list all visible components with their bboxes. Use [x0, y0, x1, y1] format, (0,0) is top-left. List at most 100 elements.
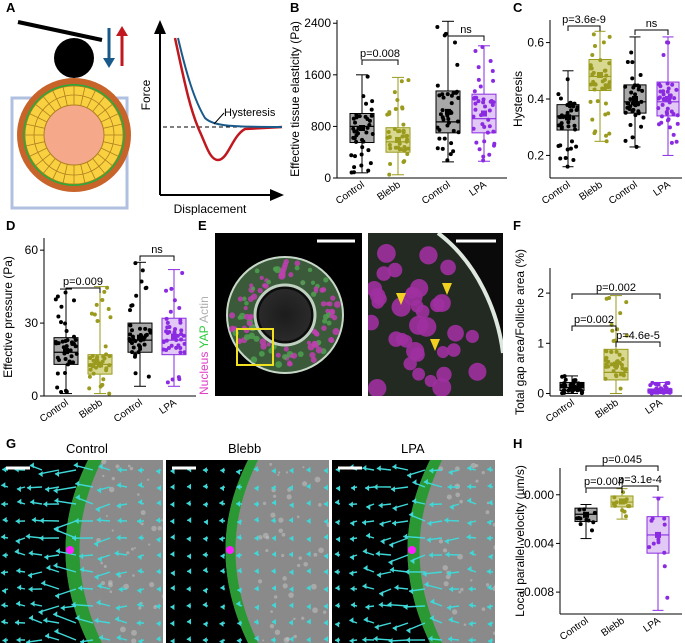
significance-label: p=0.009	[63, 276, 103, 288]
x-tick-label: Control	[334, 179, 367, 207]
data-point	[180, 271, 185, 276]
data-point	[619, 362, 624, 367]
data-point	[177, 377, 182, 382]
data-point	[488, 99, 493, 104]
data-point	[670, 82, 675, 87]
data-point	[571, 102, 576, 107]
data-point	[571, 116, 576, 121]
x-tick-label: Control	[112, 397, 145, 425]
data-point	[492, 141, 497, 146]
box-control	[53, 288, 79, 395]
data-point	[634, 144, 639, 149]
data-point	[396, 129, 401, 134]
data-point	[87, 386, 92, 391]
data-point	[623, 84, 628, 89]
data-point	[370, 131, 375, 136]
y-tick-label: -0.004	[520, 536, 554, 550]
data-point	[386, 129, 391, 134]
data-point	[574, 108, 579, 113]
panel-g-title-blebb: Blebb	[228, 441, 262, 456]
data-point	[613, 503, 618, 508]
data-point	[661, 89, 666, 94]
data-point	[440, 108, 445, 113]
data-point	[669, 140, 674, 145]
data-point	[137, 326, 142, 331]
data-point	[630, 101, 635, 106]
data-point	[665, 89, 670, 94]
data-point	[647, 389, 652, 394]
data-point	[360, 137, 365, 142]
data-point	[477, 147, 482, 152]
data-point	[104, 366, 109, 371]
data-point	[560, 374, 565, 379]
panel-e-overview-image	[215, 233, 362, 396]
data-point	[603, 101, 608, 106]
data-point	[631, 107, 636, 112]
data-point	[143, 286, 148, 291]
data-point	[577, 515, 582, 520]
data-point	[580, 390, 585, 395]
data-point	[130, 350, 135, 355]
data-point	[571, 158, 576, 163]
data-point	[440, 146, 445, 151]
data-point	[588, 99, 593, 104]
data-point	[365, 117, 370, 122]
data-point	[94, 302, 99, 307]
data-point	[487, 124, 492, 129]
data-point	[603, 83, 608, 88]
data-point	[566, 120, 571, 125]
data-point	[629, 50, 634, 55]
data-point	[659, 114, 664, 119]
data-point	[614, 374, 619, 379]
data-point	[625, 59, 630, 64]
significance-label: p=0.004	[584, 476, 624, 488]
panel-e-legend: Nucleus YAP Actin	[197, 296, 211, 395]
data-point	[108, 315, 113, 320]
data-point	[104, 352, 109, 357]
box-control	[435, 20, 461, 163]
data-point	[68, 348, 73, 353]
x-tick-label: Control	[607, 179, 640, 207]
data-point	[666, 381, 671, 386]
data-point	[103, 344, 108, 349]
data-point	[565, 147, 570, 152]
data-point	[565, 103, 570, 108]
x-tick-label: Blebb	[599, 615, 627, 639]
panel-label-f: F	[513, 218, 521, 233]
data-point	[606, 359, 611, 364]
data-point	[359, 152, 364, 157]
data-point	[440, 115, 445, 120]
data-point	[177, 305, 182, 310]
data-point	[88, 355, 93, 360]
panel-g-title-lpa: LPA	[401, 441, 425, 456]
cantilever	[17, 20, 103, 42]
data-point	[480, 44, 485, 49]
data-point	[626, 504, 631, 509]
data-point	[488, 59, 493, 64]
data-point	[607, 61, 612, 66]
y-axis-label: Effective tissue elasticity (Pa)	[288, 21, 302, 177]
approach-curve	[177, 37, 283, 128]
data-point	[569, 139, 574, 144]
data-point	[604, 133, 609, 138]
data-point	[632, 83, 637, 88]
data-point	[665, 111, 670, 116]
data-point	[491, 129, 496, 134]
legend-yap: YAP	[197, 325, 211, 351]
data-point	[675, 121, 680, 126]
data-point	[626, 101, 631, 106]
data-point	[352, 170, 357, 175]
data-point	[352, 165, 357, 170]
legend-nucleus: Nucleus	[197, 352, 211, 395]
data-point	[656, 106, 661, 111]
y-tick-label: 0.000	[524, 488, 554, 502]
data-point	[143, 333, 148, 338]
data-point	[656, 496, 661, 501]
data-point	[671, 132, 676, 137]
data-point	[134, 293, 139, 298]
data-point	[387, 172, 392, 177]
data-point	[618, 386, 623, 391]
box-lpa	[656, 36, 680, 156]
data-point	[178, 350, 183, 355]
x-tick-label: Control	[544, 397, 577, 425]
